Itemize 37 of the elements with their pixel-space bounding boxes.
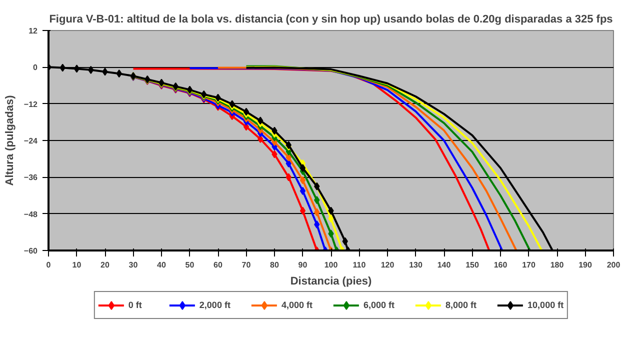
x-tick-label: 150 [466,260,480,270]
x-tick-label: 90 [298,260,308,270]
legend-label: 6,000 ft [363,300,395,310]
legend-label: 4,000 ft [281,300,312,310]
x-tick-label: 30 [128,260,138,270]
x-tick-label: 20 [100,260,110,270]
x-axis-title: Distancia (pies) [290,276,372,288]
x-tick-label: 120 [380,260,395,270]
x-tick-label: 110 [352,260,366,270]
x-tick-label: 140 [437,260,452,270]
y-tick-label: 12 [28,26,38,36]
legend-label: 0 ft [128,300,143,310]
x-tick-label: 180 [550,260,564,270]
y-tick-label: −48 [24,210,38,219]
x-tick-label: 100 [324,260,338,270]
chart-title: Figura V-B-01: altitud de la bola vs. distancia (con y sin hop up) usando bolas de 0.20g disparadas a 325 fps [49,14,613,26]
legend-label: 2,000 ft [199,300,230,310]
x-tick-label: 160 [494,260,508,270]
x-tick-label: 70 [242,260,252,270]
y-axis-title: Altura (pulgadas) [4,94,16,186]
x-tick-label: 10 [72,260,82,270]
y-tick-label: −60 [24,246,38,256]
y-tick-label: −36 [24,173,38,182]
x-tick-label: 200 [606,260,621,270]
y-tick-label: 0 [33,63,38,72]
x-tick-label: 0 [46,260,52,270]
x-tick-label: 50 [185,260,195,270]
legend-label: 10,000 ft [528,300,564,310]
x-tick-label: 80 [270,260,280,270]
y-tick-label: −12 [24,100,38,109]
x-tick-label: 130 [409,260,423,270]
x-tick-label: 40 [157,260,166,270]
legend-label: 8,000 ft [446,300,477,310]
x-tick-label: 190 [578,260,592,270]
x-tick-label: 60 [214,260,223,270]
y-tick-label: −24 [24,136,38,146]
x-tick-label: 170 [522,260,536,270]
